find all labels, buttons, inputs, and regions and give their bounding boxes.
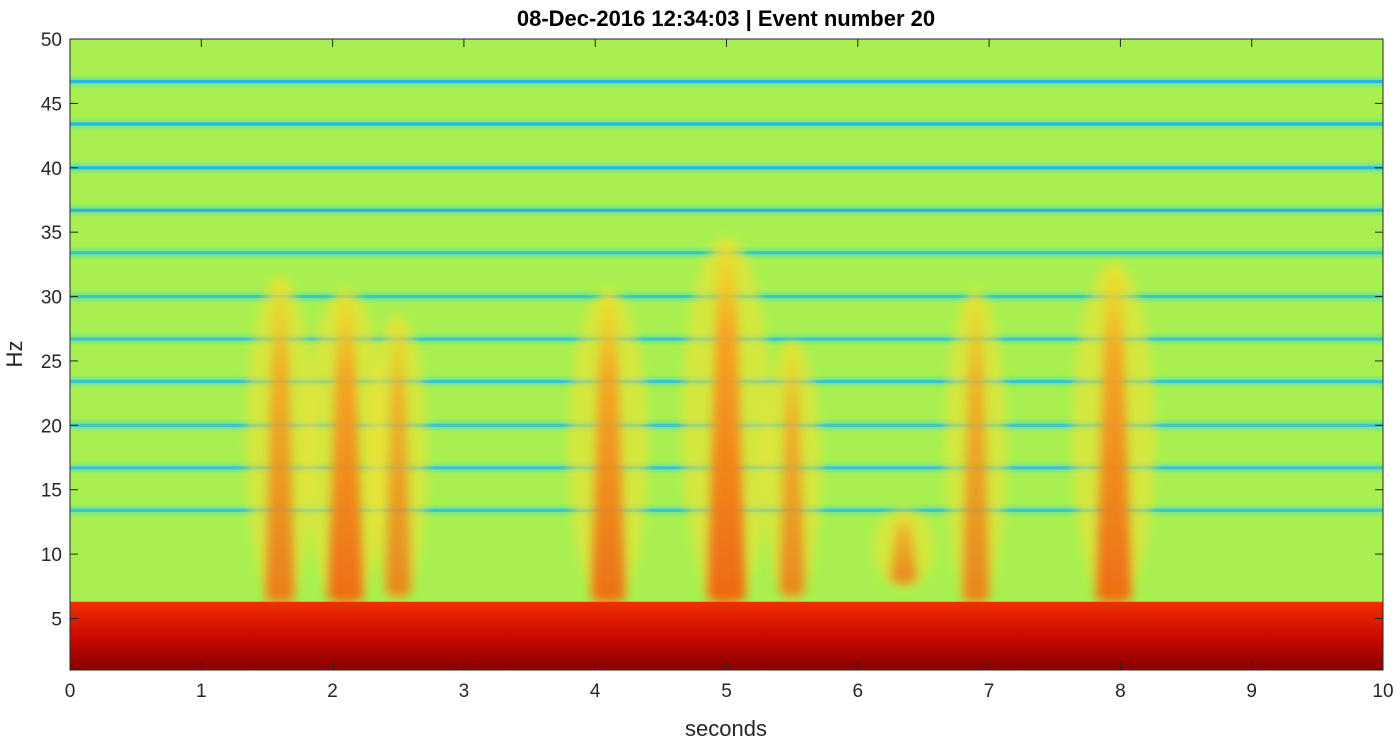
event-trace [1072, 262, 1156, 608]
frequency-band [70, 118, 1383, 129]
event-trace [945, 288, 1007, 608]
x-tick-label: 2 [327, 681, 338, 702]
y-tick-label: 35 [41, 223, 62, 244]
event-trace [762, 340, 822, 601]
x-axis-label: seconds [685, 716, 767, 741]
y-tick-label: 25 [41, 352, 62, 373]
y-axis-ticks: 5 10 15 20 25 30 35 40 45 50 [41, 30, 1383, 630]
y-tick-label: 45 [41, 94, 62, 115]
y-tick-label: 50 [41, 30, 62, 51]
x-tick-label: 3 [459, 681, 470, 702]
y-tick-label: 30 [41, 288, 62, 309]
y-tick-label: 5 [51, 609, 62, 630]
plot-area [70, 39, 1383, 670]
event-trace [304, 288, 388, 608]
x-tick-label: 9 [1246, 681, 1257, 702]
x-axis-ticks: 0 1 2 3 4 5 6 7 8 9 10 [65, 39, 1394, 702]
x-tick-label: 5 [721, 681, 732, 702]
frequency-band [70, 76, 1383, 87]
event-trace [568, 288, 649, 608]
x-tick-label: 4 [590, 681, 601, 702]
x-tick-label: 10 [1372, 681, 1393, 702]
frequency-band [70, 205, 1383, 216]
y-tick-label: 20 [41, 416, 62, 437]
y-tick-label: 15 [41, 481, 62, 502]
x-tick-label: 0 [65, 681, 76, 702]
low-frequency-band [70, 601, 1383, 670]
chart-title: 08-Dec-2016 12:34:03 | Event number 20 [517, 6, 935, 31]
event-trace [368, 314, 428, 601]
event-traces [246, 237, 1156, 608]
x-tick-label: 7 [984, 681, 995, 702]
event-trace [872, 507, 935, 588]
event-trace [681, 237, 772, 608]
x-tick-label: 6 [853, 681, 864, 702]
y-tick-label: 10 [41, 545, 62, 566]
x-tick-label: 8 [1115, 681, 1126, 702]
frequency-band [70, 162, 1383, 173]
event-trace [246, 275, 315, 608]
y-axis-label: Hz [2, 341, 27, 368]
y-tick-label: 40 [41, 159, 62, 180]
x-tick-label: 1 [196, 681, 207, 702]
